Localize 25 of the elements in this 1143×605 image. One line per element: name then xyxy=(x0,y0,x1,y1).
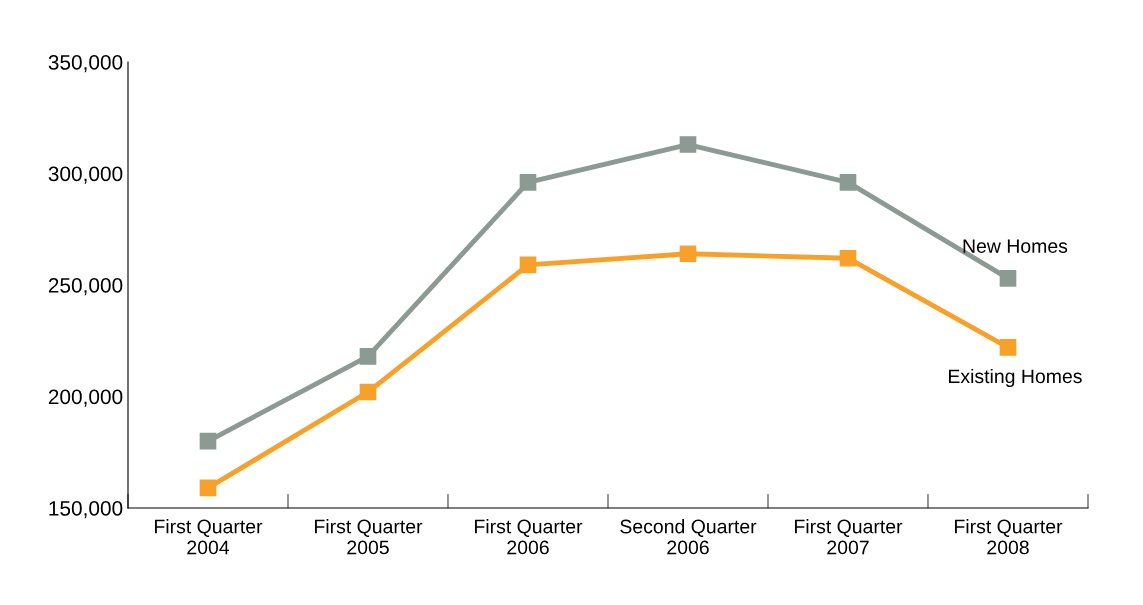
x-tick-label: First Quarter 2007 xyxy=(795,519,903,555)
point xyxy=(199,479,217,497)
point xyxy=(519,174,537,191)
x-tick-label: Second Quarter 2006 xyxy=(620,519,757,555)
point xyxy=(679,245,697,263)
point xyxy=(839,174,857,191)
x-tick-label: First Quarter 2004 xyxy=(155,519,263,555)
point xyxy=(519,256,537,274)
y-tick-label: 350,000 xyxy=(48,55,123,73)
x-tick-label: First Quarter 2005 xyxy=(315,519,423,555)
y-tick-label: 250,000 xyxy=(48,278,123,296)
point xyxy=(359,348,377,365)
point xyxy=(999,269,1017,287)
y-tick-label: 300,000 xyxy=(48,166,123,184)
series-label: Existing Homes xyxy=(949,368,1082,388)
series-label: New Homes xyxy=(963,239,1068,253)
x-tick-label: First Quarter 2008 xyxy=(955,519,1063,555)
point xyxy=(839,249,857,267)
x-tick-label: First Quarter 2006 xyxy=(475,519,583,555)
point xyxy=(679,136,697,153)
point xyxy=(999,339,1017,356)
point xyxy=(199,432,217,450)
y-tick-label: 150,000 xyxy=(49,501,123,519)
point xyxy=(359,383,377,401)
y-tick-label: 200,000 xyxy=(48,389,123,407)
